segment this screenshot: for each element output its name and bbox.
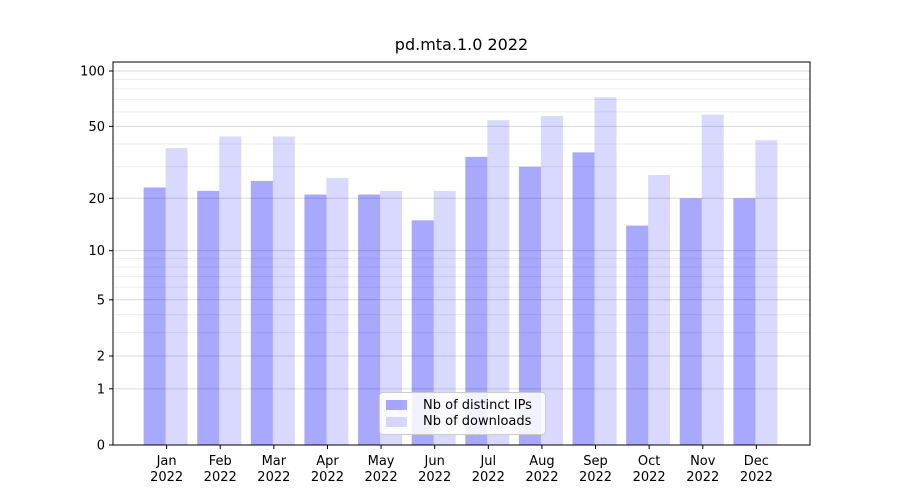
bar-distinct-ips-mar bbox=[250, 180, 273, 445]
y-tick-label-2: 2 bbox=[97, 349, 105, 364]
legend-swatch-downloads bbox=[386, 416, 407, 427]
y-tick-label-50: 50 bbox=[88, 120, 105, 135]
x-tick-label-sep: Sep bbox=[583, 454, 608, 469]
x-tick-label-nov: Nov bbox=[690, 454, 716, 469]
bar-distinct-ips-jul bbox=[465, 156, 488, 446]
x-tick-year-may: 2022 bbox=[365, 470, 398, 485]
x-tick-label-mar: Mar bbox=[262, 454, 287, 469]
y-tick-label-0: 0 bbox=[97, 439, 105, 454]
x-tick-year-aug: 2022 bbox=[525, 470, 558, 485]
x-tick-year-jun: 2022 bbox=[418, 470, 451, 485]
y-tick-label-20: 20 bbox=[88, 192, 105, 207]
x-tick-label-may: May bbox=[368, 454, 395, 469]
x-tick-label-apr: Apr bbox=[316, 454, 339, 469]
bar-distinct-ips-aug bbox=[518, 166, 541, 445]
bar-downloads-aug bbox=[540, 115, 563, 445]
x-tick-label-feb: Feb bbox=[209, 454, 232, 469]
bar-distinct-ips-dec bbox=[733, 198, 756, 445]
legend-item-distinct-ips: Nb of distinct IPs bbox=[386, 399, 539, 412]
x-tick-label-jan: Jan bbox=[156, 454, 177, 469]
x-tick-label-oct: Oct bbox=[638, 454, 660, 469]
bar-downloads-oct bbox=[648, 174, 671, 445]
bar-downloads-jan bbox=[165, 148, 188, 445]
chart-title: pd.mta.1.0 2022 bbox=[394, 35, 529, 54]
bar-downloads-jun bbox=[433, 190, 456, 445]
bar-distinct-ips-nov bbox=[679, 198, 702, 445]
bar-downloads-may bbox=[380, 190, 403, 445]
x-tick-year-nov: 2022 bbox=[686, 470, 719, 485]
bar-distinct-ips-may bbox=[358, 194, 381, 445]
bar-downloads-sep bbox=[594, 97, 617, 445]
axes-frame bbox=[112, 61, 811, 446]
x-tick-label-dec: Dec bbox=[744, 454, 769, 469]
x-tick-year-mar: 2022 bbox=[257, 470, 290, 485]
bar-distinct-ips-jan bbox=[143, 187, 166, 445]
bar-downloads-nov bbox=[701, 114, 724, 445]
x-tick-year-oct: 2022 bbox=[633, 470, 666, 485]
bar-downloads-jul bbox=[487, 120, 510, 445]
x-tick-year-apr: 2022 bbox=[311, 470, 344, 485]
bar-distinct-ips-sep bbox=[572, 152, 595, 445]
x-tick-label-aug: Aug bbox=[529, 454, 554, 469]
x-tick-year-jul: 2022 bbox=[472, 470, 505, 485]
x-tick-year-feb: 2022 bbox=[204, 470, 237, 485]
y-tick-label-5: 5 bbox=[97, 293, 105, 308]
legend-label-distinct-ips: Nb of distinct IPs bbox=[423, 397, 532, 413]
bar-distinct-ips-oct bbox=[626, 225, 649, 445]
legend-item-downloads: Nb of downloads bbox=[386, 415, 539, 428]
x-tick-year-sep: 2022 bbox=[579, 470, 612, 485]
bar-downloads-apr bbox=[326, 177, 349, 445]
x-tick-label-jun: Jun bbox=[424, 454, 445, 469]
legend-swatch-distinct-ips bbox=[386, 400, 407, 411]
x-tick-label-jul: Jul bbox=[479, 454, 496, 469]
bar-distinct-ips-apr bbox=[304, 194, 327, 445]
y-tick-label-10: 10 bbox=[88, 244, 105, 259]
bar-distinct-ips-jun bbox=[411, 220, 434, 445]
bar-distinct-ips-feb bbox=[197, 190, 220, 445]
legend-label-downloads: Nb of downloads bbox=[423, 414, 532, 430]
bar-downloads-dec bbox=[755, 140, 778, 445]
y-tick-label-100: 100 bbox=[80, 64, 105, 79]
bar-downloads-mar bbox=[272, 136, 295, 445]
x-tick-year-dec: 2022 bbox=[740, 470, 773, 485]
bar-downloads-feb bbox=[219, 136, 242, 445]
y-tick-label-1: 1 bbox=[97, 382, 105, 397]
x-tick-year-jan: 2022 bbox=[150, 470, 183, 485]
legend: Nb of distinct IPs Nb of downloads bbox=[379, 392, 546, 435]
